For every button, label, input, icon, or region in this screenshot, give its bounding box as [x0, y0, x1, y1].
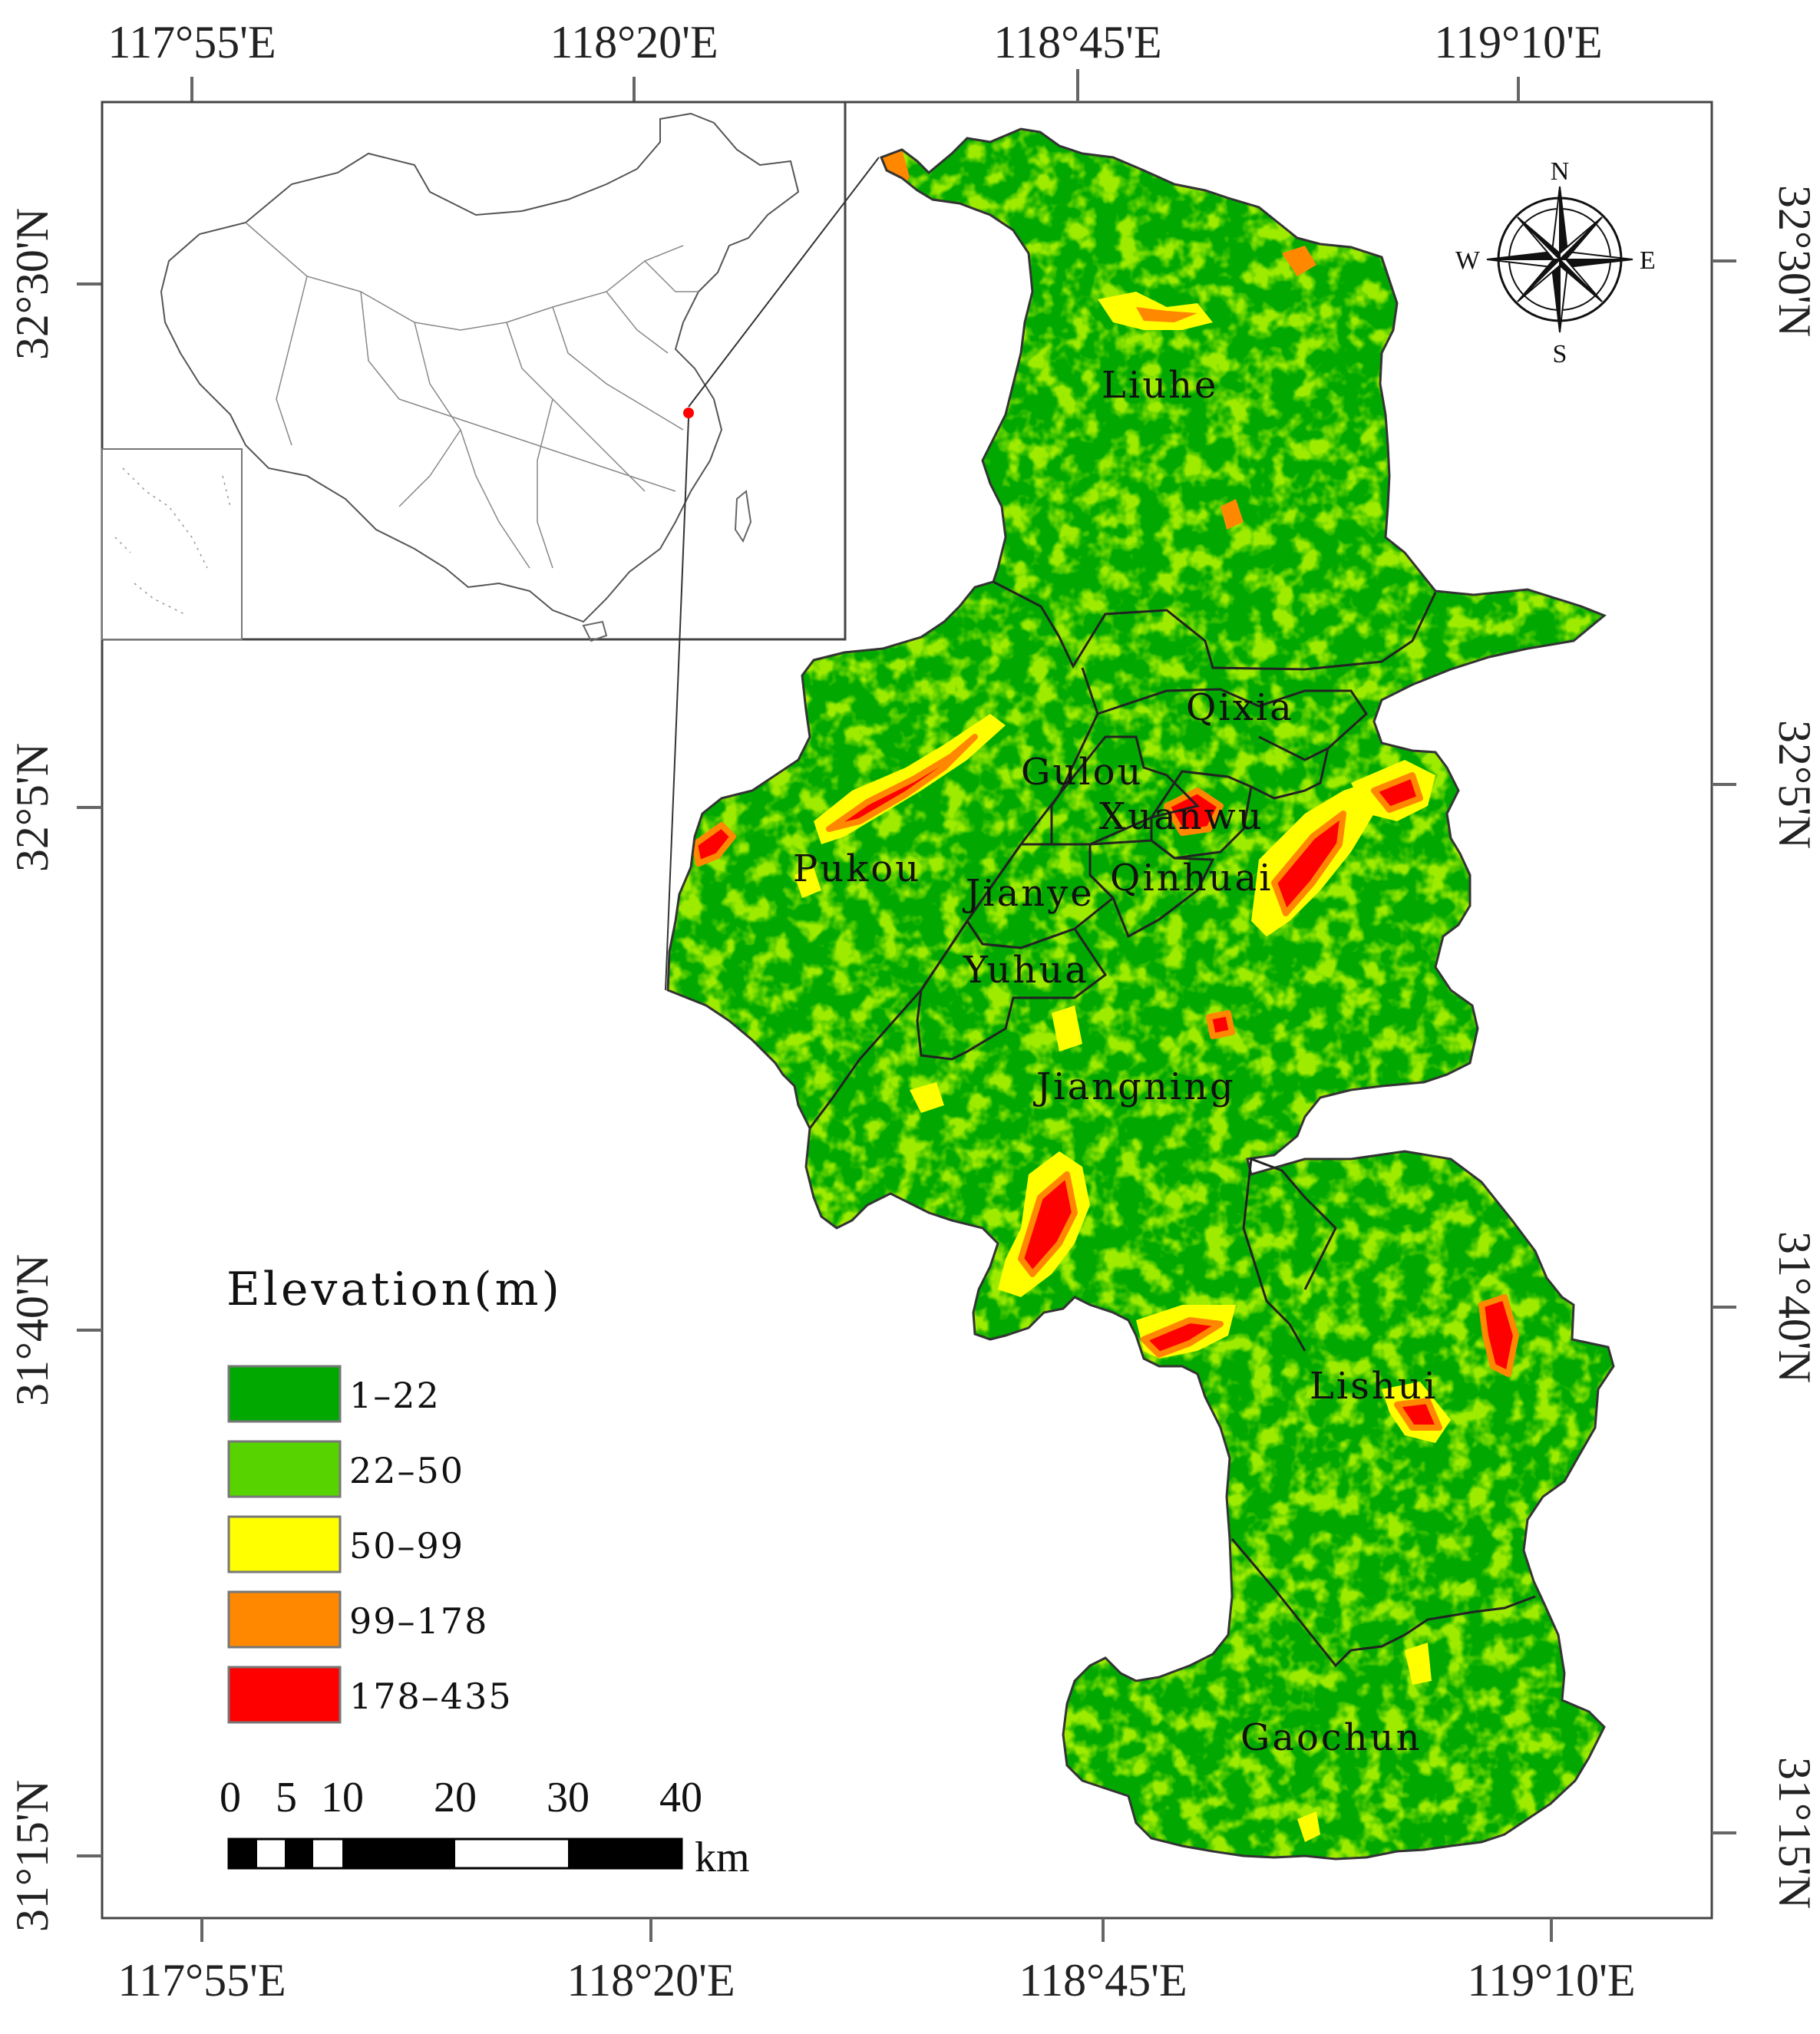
boundary-jiangning-east [1258, 735, 1329, 761]
north-arrow: N S E W [1455, 157, 1656, 368]
taiwan-outline [734, 490, 752, 543]
boundary-qixia [1097, 688, 1368, 800]
lon-label-top-4: 119°10'E [1434, 17, 1602, 68]
highland-patch [794, 867, 821, 898]
highland-patch [1394, 1398, 1442, 1431]
lon-label-top-1: 117°55'E [107, 17, 276, 68]
lat-label-left-4: 31°15'N [7, 1780, 58, 1932]
lon-label-bottom-3: 118°45'E [1019, 1955, 1187, 2006]
boundary-liuhe-south [993, 580, 1437, 671]
lat-label-left-3: 31°40'N [7, 1254, 58, 1406]
legend-swatch-3 [227, 1515, 342, 1573]
highland-patch [1164, 788, 1224, 836]
scale-tick-20: 20 [434, 1774, 477, 1821]
lon-label-bottom-2: 118°20'E [566, 1955, 735, 2006]
compass-label-n: N [1551, 157, 1570, 186]
highland-patch [1206, 1010, 1235, 1039]
compass-star-icon [1486, 186, 1633, 333]
scale-tick-30: 30 [547, 1774, 590, 1821]
district-label-gulou: Gulou [1021, 751, 1143, 794]
compass-label-e: E [1640, 246, 1656, 275]
district-label-qinhuai: Qinhuai [1110, 857, 1273, 900]
scale-segment-2 [285, 1839, 313, 1868]
district-label-jianye: Jianye [962, 872, 1095, 915]
district-boundaries [808, 580, 1536, 1668]
scale-segment-1 [229, 1839, 257, 1868]
lat-label-right-1: 32°30'N [1769, 185, 1820, 337]
legend-label-5: 178–435 [349, 1676, 513, 1717]
highland-patch [1405, 1643, 1432, 1685]
district-label-lishui: Lishui [1310, 1365, 1438, 1408]
legend-swatch-1 [227, 1365, 342, 1423]
boundary-gulou [1050, 735, 1200, 846]
lat-label-right-3: 31°40'N [1769, 1231, 1820, 1383]
scale-tick-0: 0 [220, 1774, 241, 1821]
china-outline [160, 112, 800, 623]
district-label-pukou: Pukou [793, 847, 921, 890]
highland-patch [826, 734, 978, 832]
leader-line-top [688, 157, 880, 408]
legend-swatch-4 [227, 1590, 342, 1649]
boundary-yuhua [916, 919, 1108, 1061]
highland-patch [1220, 499, 1244, 530]
highland-patch [1018, 1171, 1078, 1277]
scale-tick-10: 10 [321, 1774, 364, 1821]
lat-label-left-1: 32°30'N [7, 208, 58, 360]
leader-line-bottom [665, 418, 689, 991]
compass-label-s: S [1553, 340, 1567, 368]
highland-patch [1371, 772, 1423, 813]
district-label-jiangning: Jiangning [1032, 1065, 1236, 1108]
legend-label-2: 22–50 [349, 1450, 464, 1491]
nanjing-location-marker [683, 408, 694, 418]
scale-bar: 0 5 10 20 30 40 km [220, 1774, 750, 1881]
highland-patches [692, 150, 1519, 1842]
district-label-yuhua: Yuhua [963, 949, 1089, 992]
district-label-qixia: Qixia [1186, 686, 1294, 729]
lon-label-bottom-4: 119°10'E [1467, 1955, 1635, 2006]
scale-tick-40: 40 [659, 1774, 702, 1821]
highland-patch [1136, 307, 1197, 322]
lat-label-left-2: 32°5'N [7, 743, 58, 872]
frame-ticks [77, 69, 1736, 1942]
nanjing-outline [666, 127, 1615, 1861]
scale-unit: km [695, 1834, 750, 1881]
highland-patch [1297, 1811, 1320, 1842]
legend-label-3: 50–99 [349, 1525, 464, 1567]
china-inset-map [101, 101, 847, 642]
lat-label-right-4: 31°15'N [1769, 1757, 1820, 1909]
legend-title: Elevation(m) [226, 1263, 563, 1316]
highland-patch [692, 822, 736, 867]
district-label-xuanwu: Xuanwu [1099, 795, 1264, 838]
hainan-outline [582, 620, 608, 642]
boundary-lishui-north [1242, 1157, 1337, 1352]
scale-segment-4 [568, 1839, 681, 1868]
highland-patch [1271, 811, 1346, 916]
inset-south-china-sea-box [101, 448, 243, 640]
district-label-gaochun: Gaochun [1240, 1716, 1422, 1759]
elevation-legend: Elevation(m) 1–22 22–50 50–99 99–178 178… [226, 1263, 563, 1724]
compass-label-w: W [1455, 246, 1481, 275]
district-label-liuhe: Liuhe [1102, 364, 1218, 407]
highland-patch [1141, 1317, 1224, 1358]
boundary-lishui-gaochun [1230, 1538, 1536, 1668]
highland-patch [910, 1082, 944, 1113]
lat-label-right-2: 32°5'N [1769, 720, 1820, 849]
scale-tick-5: 5 [276, 1774, 297, 1821]
province-lines [245, 222, 699, 569]
lon-label-bottom-1: 117°55'E [117, 1955, 286, 2006]
highland-patch [1052, 1005, 1082, 1052]
lon-label-top-2: 118°20'E [550, 17, 718, 68]
legend-label-1: 1–22 [349, 1375, 441, 1416]
lon-label-top-3: 118°45'E [993, 17, 1161, 68]
scale-segment-3 [342, 1839, 455, 1868]
legend-swatch-2 [227, 1440, 342, 1498]
legend-swatch-5 [227, 1666, 342, 1724]
highland-patch [1282, 246, 1316, 276]
legend-label-4: 99–178 [349, 1600, 488, 1642]
highland-patch [1478, 1294, 1519, 1377]
